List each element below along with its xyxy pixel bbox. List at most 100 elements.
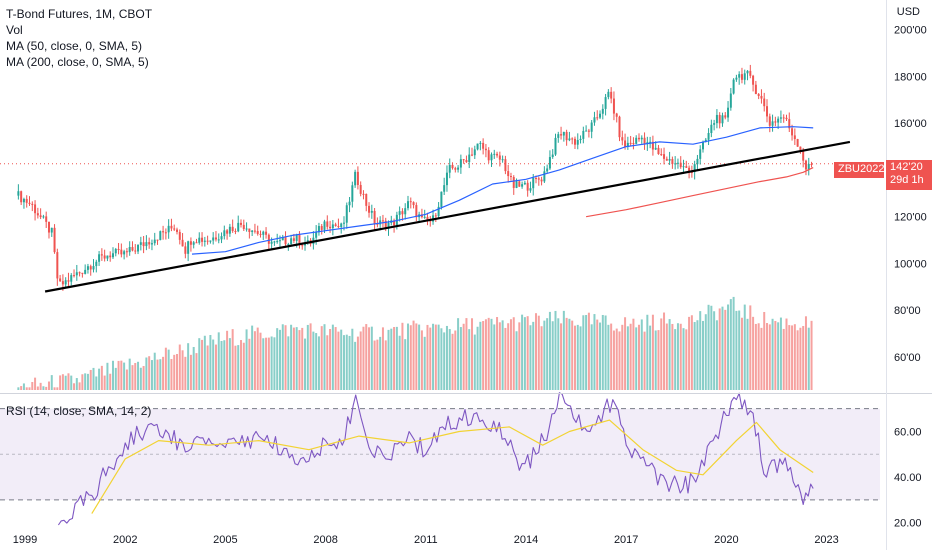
- candle-body: [668, 159, 671, 161]
- volume-bar: [454, 330, 457, 390]
- volume-bar: [248, 338, 251, 390]
- volume-bar: [434, 324, 437, 390]
- volume-bar: [568, 318, 571, 390]
- rsi-tick-label: 60.00: [894, 426, 922, 438]
- volume-bar: [75, 378, 78, 390]
- candle-body: [707, 133, 710, 140]
- candle-body: [646, 142, 649, 144]
- volume-bar: [643, 331, 646, 390]
- volume-bar: [50, 375, 53, 390]
- candlestick-series: [17, 64, 813, 291]
- volume-bar: [304, 338, 307, 390]
- volume-bar: [468, 329, 471, 390]
- volume-bar: [415, 323, 418, 390]
- candle-body: [585, 130, 588, 132]
- volume-bar: [342, 335, 345, 390]
- volume-bar: [362, 326, 365, 390]
- volume-bar: [351, 328, 354, 390]
- candle-body: [682, 166, 685, 168]
- vol-indicator-label[interactable]: Vol: [6, 23, 23, 37]
- candle-body: [276, 241, 279, 243]
- candle-body: [370, 210, 373, 213]
- volume-bar: [120, 360, 123, 390]
- volume-bar: [312, 331, 315, 390]
- volume-bar: [173, 354, 176, 390]
- volume-bar: [198, 338, 201, 390]
- candle-body: [718, 114, 721, 124]
- volume-bar: [507, 323, 510, 390]
- candle-body: [612, 98, 615, 114]
- candle-body: [56, 252, 59, 279]
- volume-bar: [181, 350, 184, 390]
- candle-body: [512, 177, 515, 188]
- candle-body: [763, 98, 766, 107]
- volume-bar: [791, 325, 794, 390]
- volume-bar: [448, 329, 451, 390]
- candle-body: [674, 163, 677, 165]
- volume-bar: [17, 387, 20, 390]
- candle-body: [287, 244, 290, 246]
- volume-bar: [484, 319, 487, 390]
- volume-bar: [67, 373, 70, 390]
- candle-body: [434, 215, 437, 217]
- candle-body: [515, 181, 518, 188]
- candle-body: [518, 181, 521, 187]
- price-tick-label: 180'00: [894, 71, 927, 83]
- candle-body: [120, 249, 123, 255]
- volume-bar: [429, 327, 432, 390]
- volume-bar: [624, 317, 627, 390]
- ma200-indicator-label[interactable]: MA (200, close, 0, SMA, 5): [6, 55, 149, 69]
- candle-body: [114, 249, 117, 254]
- candle-body: [507, 171, 510, 177]
- candle-body: [53, 227, 56, 253]
- candle-body: [721, 115, 724, 124]
- candle-body: [253, 230, 256, 232]
- candle-body: [354, 171, 357, 186]
- candle-body: [206, 240, 209, 242]
- volume-bar: [799, 327, 802, 390]
- symbol-title[interactable]: T-Bond Futures, 1M, CBOT: [6, 7, 153, 21]
- candle-body: [571, 138, 574, 140]
- volume-bar: [701, 320, 704, 390]
- candle-body: [220, 236, 223, 240]
- candle-body: [373, 210, 376, 224]
- candle-body: [576, 140, 579, 145]
- volume-bar: [267, 337, 270, 390]
- ma50-indicator-label[interactable]: MA (50, close, 0, SMA, 5): [6, 39, 143, 53]
- volume-bar: [676, 323, 679, 390]
- volume-bar: [98, 368, 101, 390]
- candle-body: [454, 168, 457, 170]
- candle-body: [42, 216, 45, 218]
- bar-countdown: 29d 1h: [890, 174, 924, 186]
- candle-body: [150, 243, 153, 245]
- volume-bar: [649, 325, 652, 390]
- volume-bar: [106, 362, 109, 390]
- volume-bar: [340, 329, 343, 390]
- rsi-tick-label: 20.00: [894, 518, 922, 530]
- candle-body: [766, 106, 769, 117]
- volume-bar: [176, 354, 179, 390]
- candle-body: [482, 142, 485, 149]
- candle-body: [17, 191, 20, 196]
- candle-body: [704, 139, 707, 142]
- candle-body: [331, 224, 334, 229]
- rsi-indicator-label[interactable]: RSI (14, close, SMA, 14, 2): [6, 404, 152, 418]
- volume-bar: [178, 344, 181, 390]
- volume-bar: [548, 311, 551, 390]
- candle-body: [426, 216, 429, 221]
- volume-bar: [301, 327, 304, 390]
- volume-bar: [109, 373, 112, 390]
- volume-bar: [406, 323, 409, 390]
- volume-bar: [671, 323, 674, 390]
- volume-bar: [53, 387, 56, 390]
- volume-bar: [529, 325, 532, 390]
- volume-bar: [535, 313, 538, 390]
- candle-body: [437, 206, 440, 217]
- candle-body: [128, 247, 131, 253]
- volume-bar: [715, 320, 718, 390]
- volume-bar: [125, 369, 128, 390]
- candle-body: [587, 130, 590, 132]
- volume-bar: [89, 369, 92, 390]
- volume-bar: [487, 317, 490, 390]
